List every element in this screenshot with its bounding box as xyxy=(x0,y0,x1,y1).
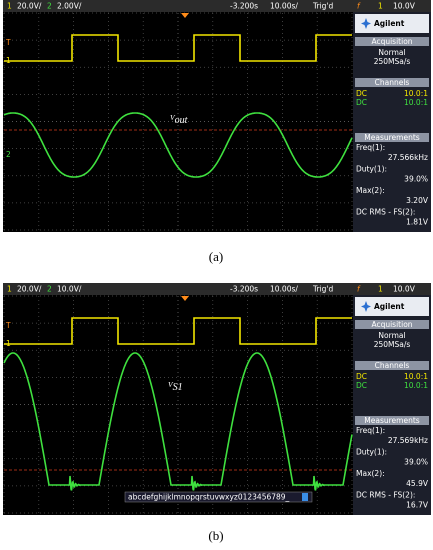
header-ch2-scale: 10.0V/ xyxy=(57,285,82,294)
trigger-marker: T xyxy=(5,38,11,47)
cursor xyxy=(302,493,308,501)
header-ch2-scale: 2.00V/ xyxy=(57,2,82,11)
header-timebase: 10.00s/ xyxy=(270,2,298,11)
section-title: Channels xyxy=(375,78,410,87)
measurement-name: Freq(1): xyxy=(356,426,385,435)
trace-label-sub: out xyxy=(175,115,188,126)
ch1-marker: 1 xyxy=(6,339,11,348)
section-title: Acquisition xyxy=(371,320,412,329)
header-delay: -3.200s xyxy=(230,2,258,11)
measurement-name: Duty(1): xyxy=(356,448,387,457)
input-text: abcdefghijklmnopqrstuvwxyz0123456789_ xyxy=(128,493,290,502)
ch1-trace xyxy=(4,317,352,345)
channel-probe: 10.0:1 xyxy=(404,98,428,107)
brand-box xyxy=(355,14,429,33)
measurement-name: Max(2): xyxy=(356,186,385,195)
figure-caption: (b) xyxy=(208,528,223,543)
header-trigger-source: 1 xyxy=(378,2,383,11)
header-bar xyxy=(3,283,431,295)
channel-probe: 10.0:1 xyxy=(404,89,428,98)
section-title: Acquisition xyxy=(371,37,412,46)
trigger-position-marker xyxy=(181,296,189,301)
section-header xyxy=(355,133,429,142)
scope-screenshot: 1 20.0V/2 2.00V/ -3.200s 10.00s/Trig'd f 1 10.0… xyxy=(3,0,431,232)
ch2-trace xyxy=(3,352,353,491)
measurement-value: 39.0% xyxy=(404,458,428,467)
measurement-value: 3.20V xyxy=(406,196,429,205)
measurement-value: 1.81V xyxy=(406,218,429,227)
ch1-marker: 1 xyxy=(6,56,11,65)
header-trigger-icon: f xyxy=(357,2,361,11)
sidebar-bg xyxy=(353,12,431,232)
measurement-value: 45.9V xyxy=(406,479,429,488)
section-header xyxy=(355,37,429,46)
trace-label: Vout xyxy=(170,113,188,127)
measurement-value: 16.7V xyxy=(406,501,429,510)
brand-logo xyxy=(361,301,371,312)
header-delay: -3.200s xyxy=(230,285,258,294)
brand-logo xyxy=(361,18,371,29)
section-header xyxy=(355,416,429,425)
measurement-value: 39.0% xyxy=(404,175,428,184)
header-ch2-num: 2 xyxy=(47,2,52,11)
channel-probe: 10.0:1 xyxy=(404,381,428,390)
measurement-name: Freq(1): xyxy=(356,143,385,152)
header-status: Trig'd xyxy=(312,2,333,11)
header-trigger-icon: f xyxy=(357,285,361,294)
trace-label: VS1 xyxy=(168,380,183,394)
header-ch1-num: 1 xyxy=(7,2,12,11)
channel-coupling: DC xyxy=(356,98,367,107)
figure-caption: (a) xyxy=(209,249,223,264)
channel-coupling: DC xyxy=(356,381,367,390)
sidebar-bg xyxy=(353,295,431,515)
ch1-trace xyxy=(4,34,352,62)
measurement-value: 27.566kHz xyxy=(388,153,428,162)
acq-rate: 250MSa/s xyxy=(374,57,411,66)
section-header xyxy=(355,361,429,370)
measurement-name: DC RMS - FS(2): xyxy=(356,491,415,500)
section-title: Measurements xyxy=(364,416,419,425)
channel-coupling: DC xyxy=(356,372,367,381)
trace-label-main: V xyxy=(170,113,176,122)
trace-label-main: V xyxy=(168,380,174,389)
section-header xyxy=(355,320,429,329)
header-ch1-scale: 20.0V/ xyxy=(17,285,42,294)
trigger-marker: T xyxy=(5,321,11,330)
header-status: Trig'd xyxy=(312,285,333,294)
measurement-name: DC RMS - FS(2): xyxy=(356,208,415,217)
header-ch2-num: 2 xyxy=(47,285,52,294)
brand: Agilent xyxy=(374,302,405,311)
measurement-name: Duty(1): xyxy=(356,165,387,174)
header-ch1-scale: 20.0V/ xyxy=(17,2,42,11)
acq-mode: Normal xyxy=(378,48,405,57)
header-ch1-num: 1 xyxy=(7,285,12,294)
channel-coupling: DC xyxy=(356,89,367,98)
header-trigger-level: 10.0V xyxy=(393,285,416,294)
channel-probe: 10.0:1 xyxy=(404,372,428,381)
brand-box xyxy=(355,297,429,316)
header-timebase: 10.00s/ xyxy=(270,285,298,294)
measurement-value: 27.569kHz xyxy=(388,436,428,445)
acq-mode: Normal xyxy=(378,331,405,340)
scope-screenshot: 1 20.0V/2 10.0V/ -3.200s 10.00s/Trig'd f 1 10.0… xyxy=(3,283,431,515)
ch2-trace xyxy=(3,112,353,178)
ch2-marker: 2 xyxy=(6,150,11,159)
section-title: Channels xyxy=(375,361,410,370)
brand: Agilent xyxy=(374,19,405,28)
section-header xyxy=(355,78,429,87)
trigger-position-marker xyxy=(181,13,189,18)
header-bar xyxy=(3,0,431,12)
header-trigger-source: 1 xyxy=(378,285,383,294)
input-box xyxy=(124,491,313,503)
measurement-name: Max(2): xyxy=(356,469,385,478)
section-title: Measurements xyxy=(364,133,419,142)
acq-rate: 250MSa/s xyxy=(374,340,411,349)
header-trigger-level: 10.0V xyxy=(393,2,416,11)
trace-label-sub: S1 xyxy=(173,382,183,393)
